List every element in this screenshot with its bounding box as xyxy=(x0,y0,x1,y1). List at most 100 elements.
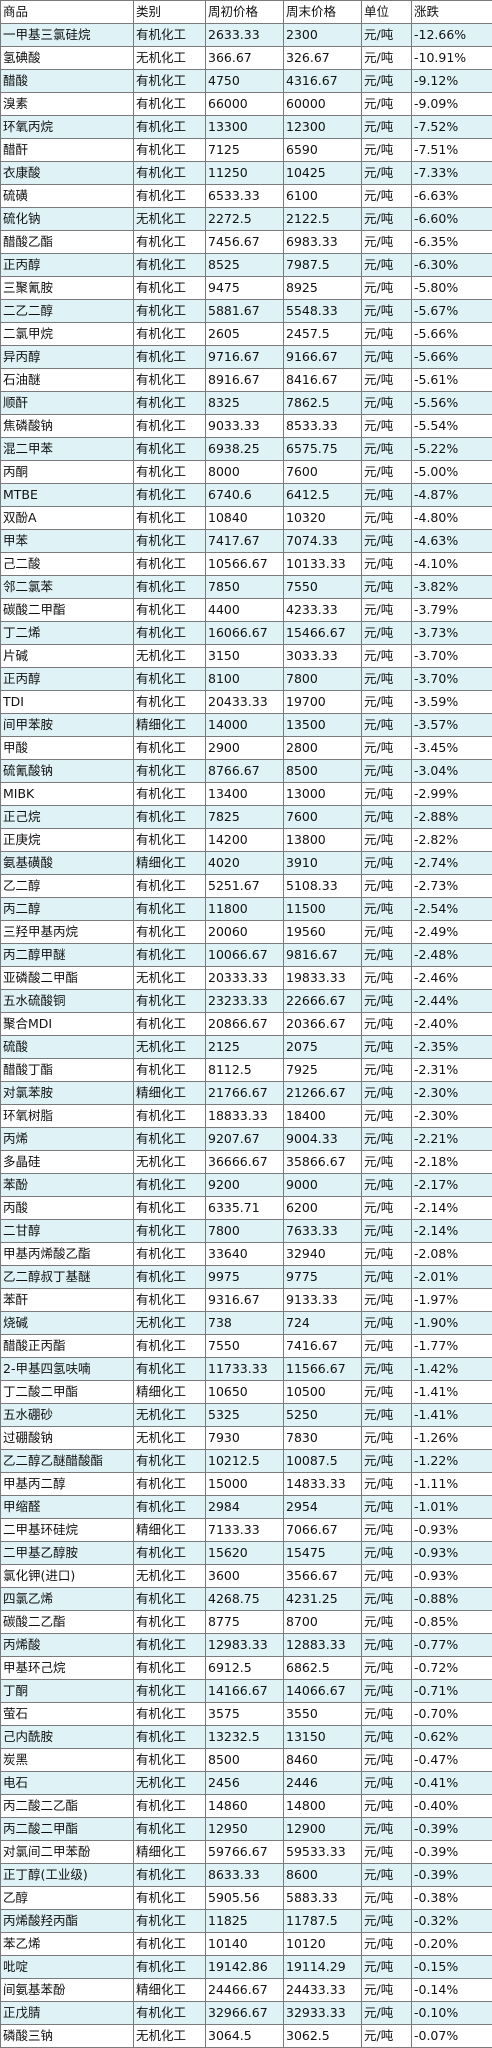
change-cell: -2.44% xyxy=(411,989,492,1013)
end-price-cell: 12300 xyxy=(283,115,362,139)
product-cell: 电石 xyxy=(0,1771,134,1795)
unit-cell: 元/吨 xyxy=(361,2001,412,2025)
end-price-cell: 8600 xyxy=(283,1863,362,1887)
product-cell: 衣康酸 xyxy=(0,161,134,185)
end-price-cell: 10320 xyxy=(283,506,362,530)
unit-cell: 元/吨 xyxy=(361,575,412,599)
change-cell: -3.57% xyxy=(411,713,492,737)
product-cell: 甲基丙二醇 xyxy=(0,1472,134,1496)
start-price-cell: 13232.5 xyxy=(205,1725,284,1749)
category-cell: 有机化工 xyxy=(133,1242,206,1266)
table-row: 甲基丙二醇 有机化工 15000 14833.33 元/吨 -1.11% xyxy=(0,1472,492,1496)
table-row: 醋酐 有机化工 7125 6590 元/吨 -7.51% xyxy=(0,138,492,162)
start-price-cell: 21766.67 xyxy=(205,1081,284,1105)
end-price-cell: 3566.67 xyxy=(283,1564,362,1588)
change-cell: -2.01% xyxy=(411,1265,492,1289)
product-cell: 磷酸三钠 xyxy=(0,2024,134,2048)
category-cell: 有机化工 xyxy=(133,1817,206,1841)
end-price-cell: 6575.75 xyxy=(283,437,362,461)
category-cell: 有机化工 xyxy=(133,276,206,300)
change-cell: -0.70% xyxy=(411,1702,492,1726)
start-price-cell: 14200 xyxy=(205,828,284,852)
product-cell: 对氯苯胺 xyxy=(0,1081,134,1105)
table-row: 苯酚 有机化工 9200 9000 元/吨 -2.17% xyxy=(0,1173,492,1197)
change-cell: -0.41% xyxy=(411,1771,492,1795)
end-price-cell: 14066.67 xyxy=(283,1679,362,1703)
category-cell: 有机化工 xyxy=(133,920,206,944)
unit-cell: 元/吨 xyxy=(361,1403,412,1427)
end-price-cell: 9004.33 xyxy=(283,1127,362,1151)
change-cell: -0.62% xyxy=(411,1725,492,1749)
change-cell: -2.40% xyxy=(411,1012,492,1036)
change-cell: -6.60% xyxy=(411,207,492,231)
change-cell: -0.93% xyxy=(411,1541,492,1565)
unit-cell: 元/吨 xyxy=(361,368,412,392)
category-cell: 有机化工 xyxy=(133,1725,206,1749)
table-row: 丁二烯 有机化工 16066.67 15466.67 元/吨 -3.73% xyxy=(0,621,492,645)
unit-cell: 元/吨 xyxy=(361,667,412,691)
unit-cell: 元/吨 xyxy=(361,1725,412,1749)
product-cell: 五水硫酸铜 xyxy=(0,989,134,1013)
start-price-cell: 11800 xyxy=(205,897,284,921)
product-cell: 丁酮 xyxy=(0,1679,134,1703)
category-cell: 有机化工 xyxy=(133,437,206,461)
unit-cell: 元/吨 xyxy=(361,989,412,1013)
product-cell: 硫磺 xyxy=(0,184,134,208)
table-row: 对氯苯胺 精细化工 21766.67 21266.67 元/吨 -2.30% xyxy=(0,1081,492,1105)
product-cell: 丙烯酸 xyxy=(0,1633,134,1657)
product-cell: MTBE xyxy=(0,483,134,507)
category-cell: 有机化工 xyxy=(133,230,206,254)
unit-cell: 元/吨 xyxy=(361,644,412,668)
table-row: 乙二醇乙醚醋酸酯 有机化工 10212.5 10087.5 元/吨 -1.22% xyxy=(0,1449,492,1473)
category-cell: 有机化工 xyxy=(133,667,206,691)
end-price-cell: 5108.33 xyxy=(283,874,362,898)
category-cell: 无机化工 xyxy=(133,207,206,231)
table-row: 丙烯酸 有机化工 12983.33 12883.33 元/吨 -0.77% xyxy=(0,1633,492,1657)
unit-cell: 元/吨 xyxy=(361,1840,412,1864)
start-price-cell: 33640 xyxy=(205,1242,284,1266)
category-cell: 精细化工 xyxy=(133,1978,206,2002)
product-cell: 苯酚 xyxy=(0,1173,134,1197)
change-cell: -2.14% xyxy=(411,1196,492,1220)
category-cell: 有机化工 xyxy=(133,1794,206,1818)
table-row: 二乙二醇 有机化工 5881.67 5548.33 元/吨 -5.67% xyxy=(0,299,492,323)
table-row: MTBE 有机化工 6740.6 6412.5 元/吨 -4.87% xyxy=(0,483,492,507)
end-price-cell: 12883.33 xyxy=(283,1633,362,1657)
category-cell: 有机化工 xyxy=(133,1886,206,1910)
product-cell: 醋酸乙酯 xyxy=(0,230,134,254)
unit-cell: 元/吨 xyxy=(361,897,412,921)
category-cell: 有机化工 xyxy=(133,483,206,507)
change-cell: -5.66% xyxy=(411,322,492,346)
end-price-cell: 2122.5 xyxy=(283,207,362,231)
unit-cell: 元/吨 xyxy=(361,920,412,944)
end-price-cell: 2954 xyxy=(283,1495,362,1519)
product-cell: 氢碘酸 xyxy=(0,46,134,70)
category-cell: 有机化工 xyxy=(133,529,206,553)
unit-cell: 元/吨 xyxy=(361,851,412,875)
end-price-cell: 59533.33 xyxy=(283,1840,362,1864)
change-cell: -3.70% xyxy=(411,644,492,668)
unit-cell: 元/吨 xyxy=(361,299,412,323)
unit-cell: 元/吨 xyxy=(361,46,412,70)
product-cell: 硫化钠 xyxy=(0,207,134,231)
change-cell: -1.42% xyxy=(411,1357,492,1381)
end-price-cell: 20366.67 xyxy=(283,1012,362,1036)
end-price-cell: 60000 xyxy=(283,92,362,116)
change-cell: -4.10% xyxy=(411,552,492,576)
end-price-cell: 7066.67 xyxy=(283,1518,362,1542)
unit-cell: 元/吨 xyxy=(361,828,412,852)
category-cell: 无机化工 xyxy=(133,2024,206,2048)
start-price-cell: 10212.5 xyxy=(205,1449,284,1473)
table-row: 烧碱 无机化工 738 724 元/吨 -1.90% xyxy=(0,1311,492,1335)
category-cell: 有机化工 xyxy=(133,1748,206,1772)
table-row: 五水硫酸铜 有机化工 23233.33 22666.67 元/吨 -2.44% xyxy=(0,989,492,1013)
product-cell: 二甘醇 xyxy=(0,1219,134,1243)
product-cell: 间氨基苯酚 xyxy=(0,1978,134,2002)
product-cell: 环氧树脂 xyxy=(0,1104,134,1128)
product-cell: 二甲基环硅烷 xyxy=(0,1518,134,1542)
unit-cell: 元/吨 xyxy=(361,805,412,829)
product-cell: 一甲基三氯硅烷 xyxy=(0,23,134,47)
unit-cell: 元/吨 xyxy=(361,437,412,461)
change-cell: -0.38% xyxy=(411,1886,492,1910)
category-cell: 有机化工 xyxy=(133,1656,206,1680)
